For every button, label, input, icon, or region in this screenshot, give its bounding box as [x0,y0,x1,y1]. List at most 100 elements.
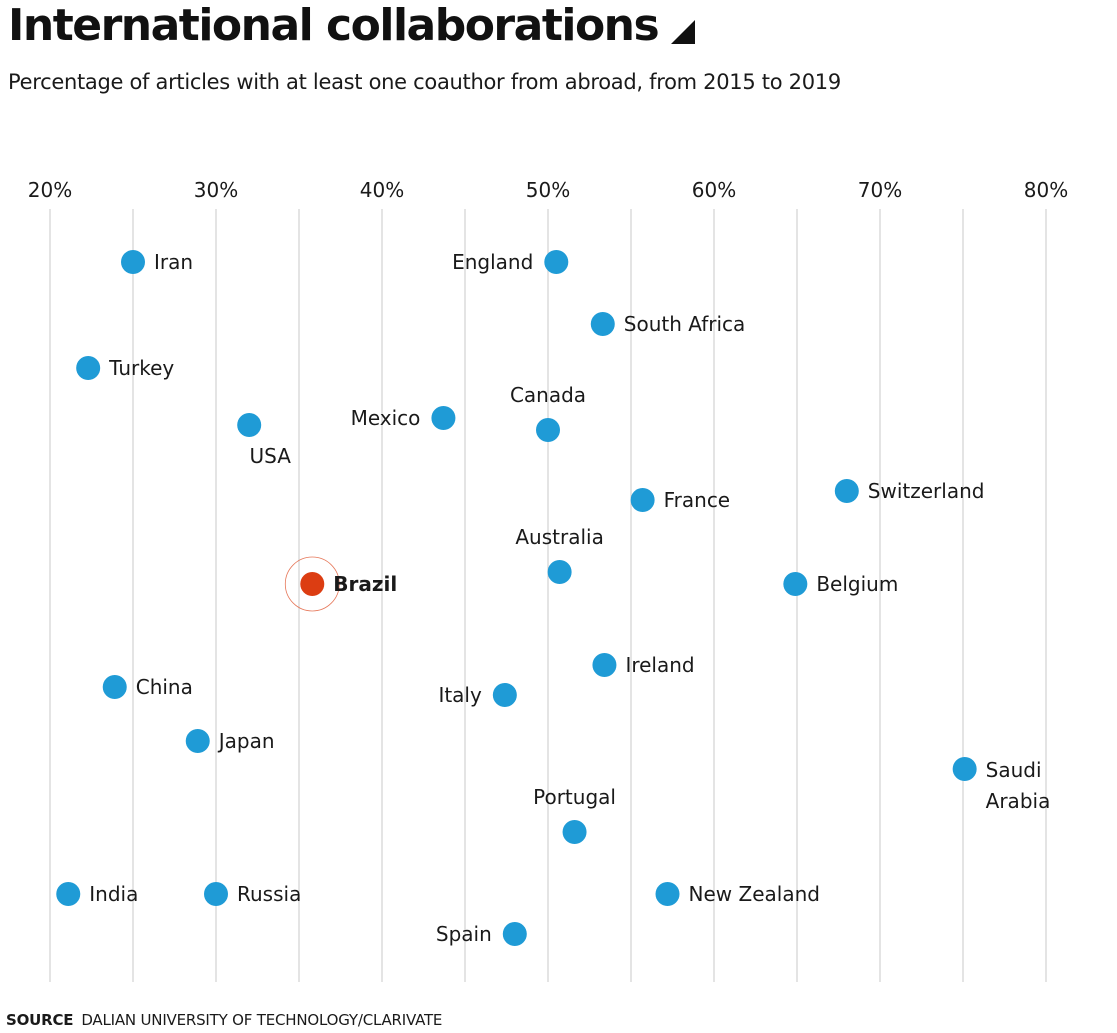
data-point [121,250,145,274]
point-spain: Spain [436,922,527,946]
point-label: France [664,488,731,512]
point-label: Mexico [351,406,421,430]
point-label-line: Arabia [986,789,1051,813]
point-label-line: Brazil [333,572,397,596]
point-label-line: Spain [436,922,492,946]
point-label: Saudi Arabia [986,758,1051,813]
point-label: Russia [237,882,301,906]
x-tick-label: 30% [194,178,238,202]
data-point [431,406,456,430]
data-point [655,882,680,906]
point-label-line: Canada [510,383,586,407]
data-point [590,312,615,336]
point-iran: Iran [121,250,193,274]
point-label-line: Saudi [986,758,1042,782]
data-point [536,418,560,442]
data-point [630,488,655,512]
point-portugal: Portugal [533,785,616,844]
point-saudi-arabia: Saudi Arabia [952,757,1051,813]
data-point [502,922,527,946]
source-note: SOURCE DALIAN UNIVERSITY OF TECHNOLOGY/CL… [6,1011,442,1029]
point-label: Australia [515,525,603,549]
point-label: New Zealand [689,882,820,906]
title-row: International collaborations [8,0,696,52]
point-label: Turkey [108,356,174,380]
x-tick-label: 80% [1024,178,1068,202]
x-tick-label: 60% [692,178,736,202]
grid-layer [49,209,1047,982]
point-label-line: Russia [237,882,301,906]
point-label: Italy [438,683,482,707]
point-mexico: Mexico [351,406,456,430]
point-label: Brazil [333,572,397,596]
point-japan: Japan [185,729,275,753]
point-australia: Australia [515,525,604,584]
point-south-africa: South Africa [590,312,746,336]
point-label-line: South Africa [624,312,746,336]
point-label: Belgium [816,572,898,596]
point-label: Switzerland [868,479,985,503]
x-tick-label: 20% [28,178,72,202]
point-label-line: Belgium [816,572,898,596]
point-label-line: Portugal [533,785,616,809]
x-tick-label: 70% [858,178,902,202]
point-label: Iran [154,250,193,274]
data-point [834,479,859,503]
data-point [76,356,101,380]
data-point [547,560,572,584]
point-label-line: Japan [217,729,275,753]
source-text: DALIAN UNIVERSITY OF TECHNOLOGY/CLARIVAT… [81,1011,443,1029]
point-label: Portugal [533,785,616,809]
point-label-line: China [136,675,193,699]
point-russia: Russia [204,882,301,906]
point-label: Ireland [625,653,694,677]
point-label-line: USA [250,444,292,468]
point-france: France [630,488,731,512]
point-china: China [102,675,193,699]
point-label-line: England [452,250,533,274]
point-label-line: New Zealand [689,882,820,906]
x-axis-ticks: 20% 30% 40% 50% 60% 70% 80% [28,178,1068,202]
point-label-line: Turkey [108,356,174,380]
point-label: China [136,675,193,699]
x-tick-label: 50% [526,178,570,202]
point-belgium: Belgium [783,572,898,596]
point-label: Canada [510,383,586,407]
scatter-chart: 20% 30% 40% 50% 60% 70% 80% Iran England South A… [28,178,1068,982]
point-usa: USA [237,413,291,468]
point-label-line: Iran [154,250,193,274]
x-tick-label: 40% [360,178,404,202]
data-point [300,572,325,596]
point-new-zealand: New Zealand [655,882,820,906]
points-layer: Iran England South Africa Turkey Mexico Canad… [56,250,1050,946]
point-label-line: France [664,488,731,512]
point-label-line: Italy [438,683,482,707]
point-label: USA [250,444,292,468]
point-england: England [452,250,569,274]
point-switzerland: Switzerland [834,479,985,503]
point-label: India [89,882,138,906]
point-brazil: Brazil [284,556,397,612]
point-label-line: Ireland [625,653,694,677]
point-turkey: Turkey [76,356,174,380]
point-label-line: Switzerland [868,479,985,503]
highlight-ring [284,556,340,612]
chart-title: International collaborations [8,0,660,51]
point-label-line: India [89,882,138,906]
point-label-line: Mexico [351,406,421,430]
data-point [952,757,977,781]
source-label: SOURCE [6,1011,74,1029]
data-point [783,572,808,596]
point-label-line: Australia [515,525,603,549]
data-point [185,729,210,753]
point-label: Spain [436,922,492,946]
data-point [102,675,127,699]
point-india: India [56,882,138,906]
point-label: Japan [217,729,275,753]
data-point [237,413,262,437]
point-label: England [452,250,533,274]
data-point [204,882,228,906]
point-ireland: Ireland [592,653,695,677]
data-point [492,683,517,707]
point-canada: Canada [510,383,586,442]
